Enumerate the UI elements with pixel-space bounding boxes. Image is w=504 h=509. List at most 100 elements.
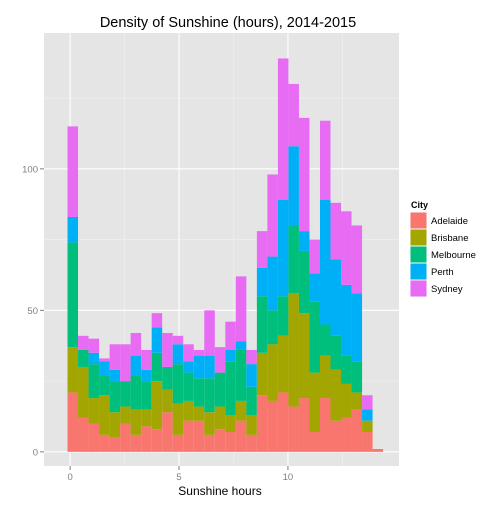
bar-perth: [288, 146, 299, 226]
bar-sydney: [193, 349, 205, 356]
bar-sydney: [319, 120, 331, 200]
bar-melbourne: [99, 375, 110, 396]
bar-sydney: [130, 332, 142, 356]
bar-melbourne: [330, 335, 342, 370]
bar-perth: [246, 364, 257, 387]
bar-adelaide: [225, 432, 236, 452]
bar-brisbane: [330, 369, 342, 421]
bar-adelaide: [298, 398, 310, 452]
bar-perth: [183, 361, 194, 373]
bar-melbourne: [67, 242, 79, 348]
bar-adelaide: [214, 429, 226, 452]
bar-brisbane: [120, 406, 131, 424]
bar-sydney: [99, 358, 110, 362]
bar-melbourne: [162, 366, 173, 390]
bar-brisbane: [298, 313, 310, 399]
bar-adelaide: [309, 432, 320, 452]
bar-sydney: [246, 349, 257, 365]
bar-brisbane: [99, 395, 110, 435]
bar-perth: [319, 199, 331, 325]
bar-sydney: [78, 335, 89, 350]
bar-perth: [109, 369, 121, 382]
bar-adelaide: [204, 434, 215, 452]
bar-sydney: [172, 335, 184, 345]
bar-perth: [277, 199, 289, 297]
x-tick-label: 10: [283, 472, 294, 483]
bar-brisbane: [141, 409, 152, 427]
legend-label-adelaide: Adelaide: [431, 216, 468, 227]
bar-perth: [151, 327, 163, 353]
chart-title: Density of Sunshine (hours), 2014-2015: [100, 15, 356, 31]
bar-perth: [309, 273, 320, 302]
bar-sydney: [225, 321, 236, 350]
bar-brisbane: [204, 412, 215, 435]
bar-adelaide: [267, 400, 278, 452]
bar-brisbane: [235, 400, 247, 421]
bar-sydney: [256, 231, 268, 268]
bar-melbourne: [151, 352, 163, 382]
x-axis-title: Sunshine hours: [178, 484, 261, 498]
x-axis: 0 5 10: [67, 466, 293, 483]
bar-perth: [130, 355, 142, 376]
bar-adelaide: [120, 423, 131, 452]
bar-adelaide: [372, 449, 384, 452]
bar-perth: [88, 352, 100, 365]
bar-perth: [235, 341, 247, 350]
bar-melbourne: [267, 310, 278, 345]
bar-perth: [172, 344, 184, 365]
legend-swatch-perth: [410, 263, 427, 280]
bar-brisbane: [67, 347, 79, 393]
legend-swatch-adelaide: [410, 212, 427, 229]
bar-brisbane: [214, 406, 226, 430]
bar-adelaide: [235, 420, 247, 452]
bar-adelaide: [330, 420, 342, 452]
bar-perth: [256, 267, 268, 297]
bar-brisbane: [288, 293, 299, 407]
x-tick-label: 5: [176, 472, 181, 483]
bar-melbourne: [109, 381, 121, 413]
bar-sydney: [151, 313, 163, 328]
bar-adelaide: [99, 434, 110, 452]
bar-melbourne: [204, 378, 215, 413]
y-tick-label: 100: [22, 164, 38, 175]
y-tick-label: 0: [33, 447, 38, 458]
bar-melbourne: [351, 361, 363, 393]
bar-sydney: [351, 225, 363, 294]
bar-melbourne: [319, 324, 331, 356]
bar-sydney: [267, 174, 278, 257]
bar-perth: [362, 409, 373, 421]
bar-adelaide: [88, 423, 100, 452]
bar-melbourne: [183, 372, 194, 401]
bar-adelaide: [288, 406, 299, 452]
bar-brisbane: [151, 381, 163, 430]
bar-perth: [341, 284, 352, 356]
bar-brisbane: [130, 409, 142, 435]
bar-sydney: [341, 211, 352, 285]
bar-melbourne: [235, 349, 247, 401]
bar-adelaide: [109, 437, 121, 452]
bar-sydney: [298, 117, 310, 232]
bar-brisbane: [172, 403, 184, 435]
bar-perth: [99, 361, 110, 376]
bar-melbourne: [141, 381, 152, 410]
y-axis: 0 50 100: [22, 164, 44, 458]
x-tick-label: 0: [67, 472, 72, 483]
bar-brisbane: [78, 366, 89, 418]
bar-adelaide: [341, 417, 352, 452]
bar-melbourne: [309, 301, 320, 373]
legend-swatch-sydney: [410, 280, 427, 297]
bar-brisbane: [256, 352, 268, 396]
bar-perth: [193, 355, 205, 379]
bar-sydney: [330, 202, 342, 260]
bar-perth: [298, 231, 310, 251]
bar-melbourne: [256, 296, 268, 353]
bar-adelaide: [67, 392, 79, 452]
bar-melbourne: [193, 378, 205, 407]
bar-melbourne: [298, 250, 310, 314]
bar-melbourne: [130, 375, 142, 410]
bar-brisbane: [277, 335, 289, 393]
bar-brisbane: [362, 420, 373, 433]
legend-title: City: [411, 200, 428, 210]
